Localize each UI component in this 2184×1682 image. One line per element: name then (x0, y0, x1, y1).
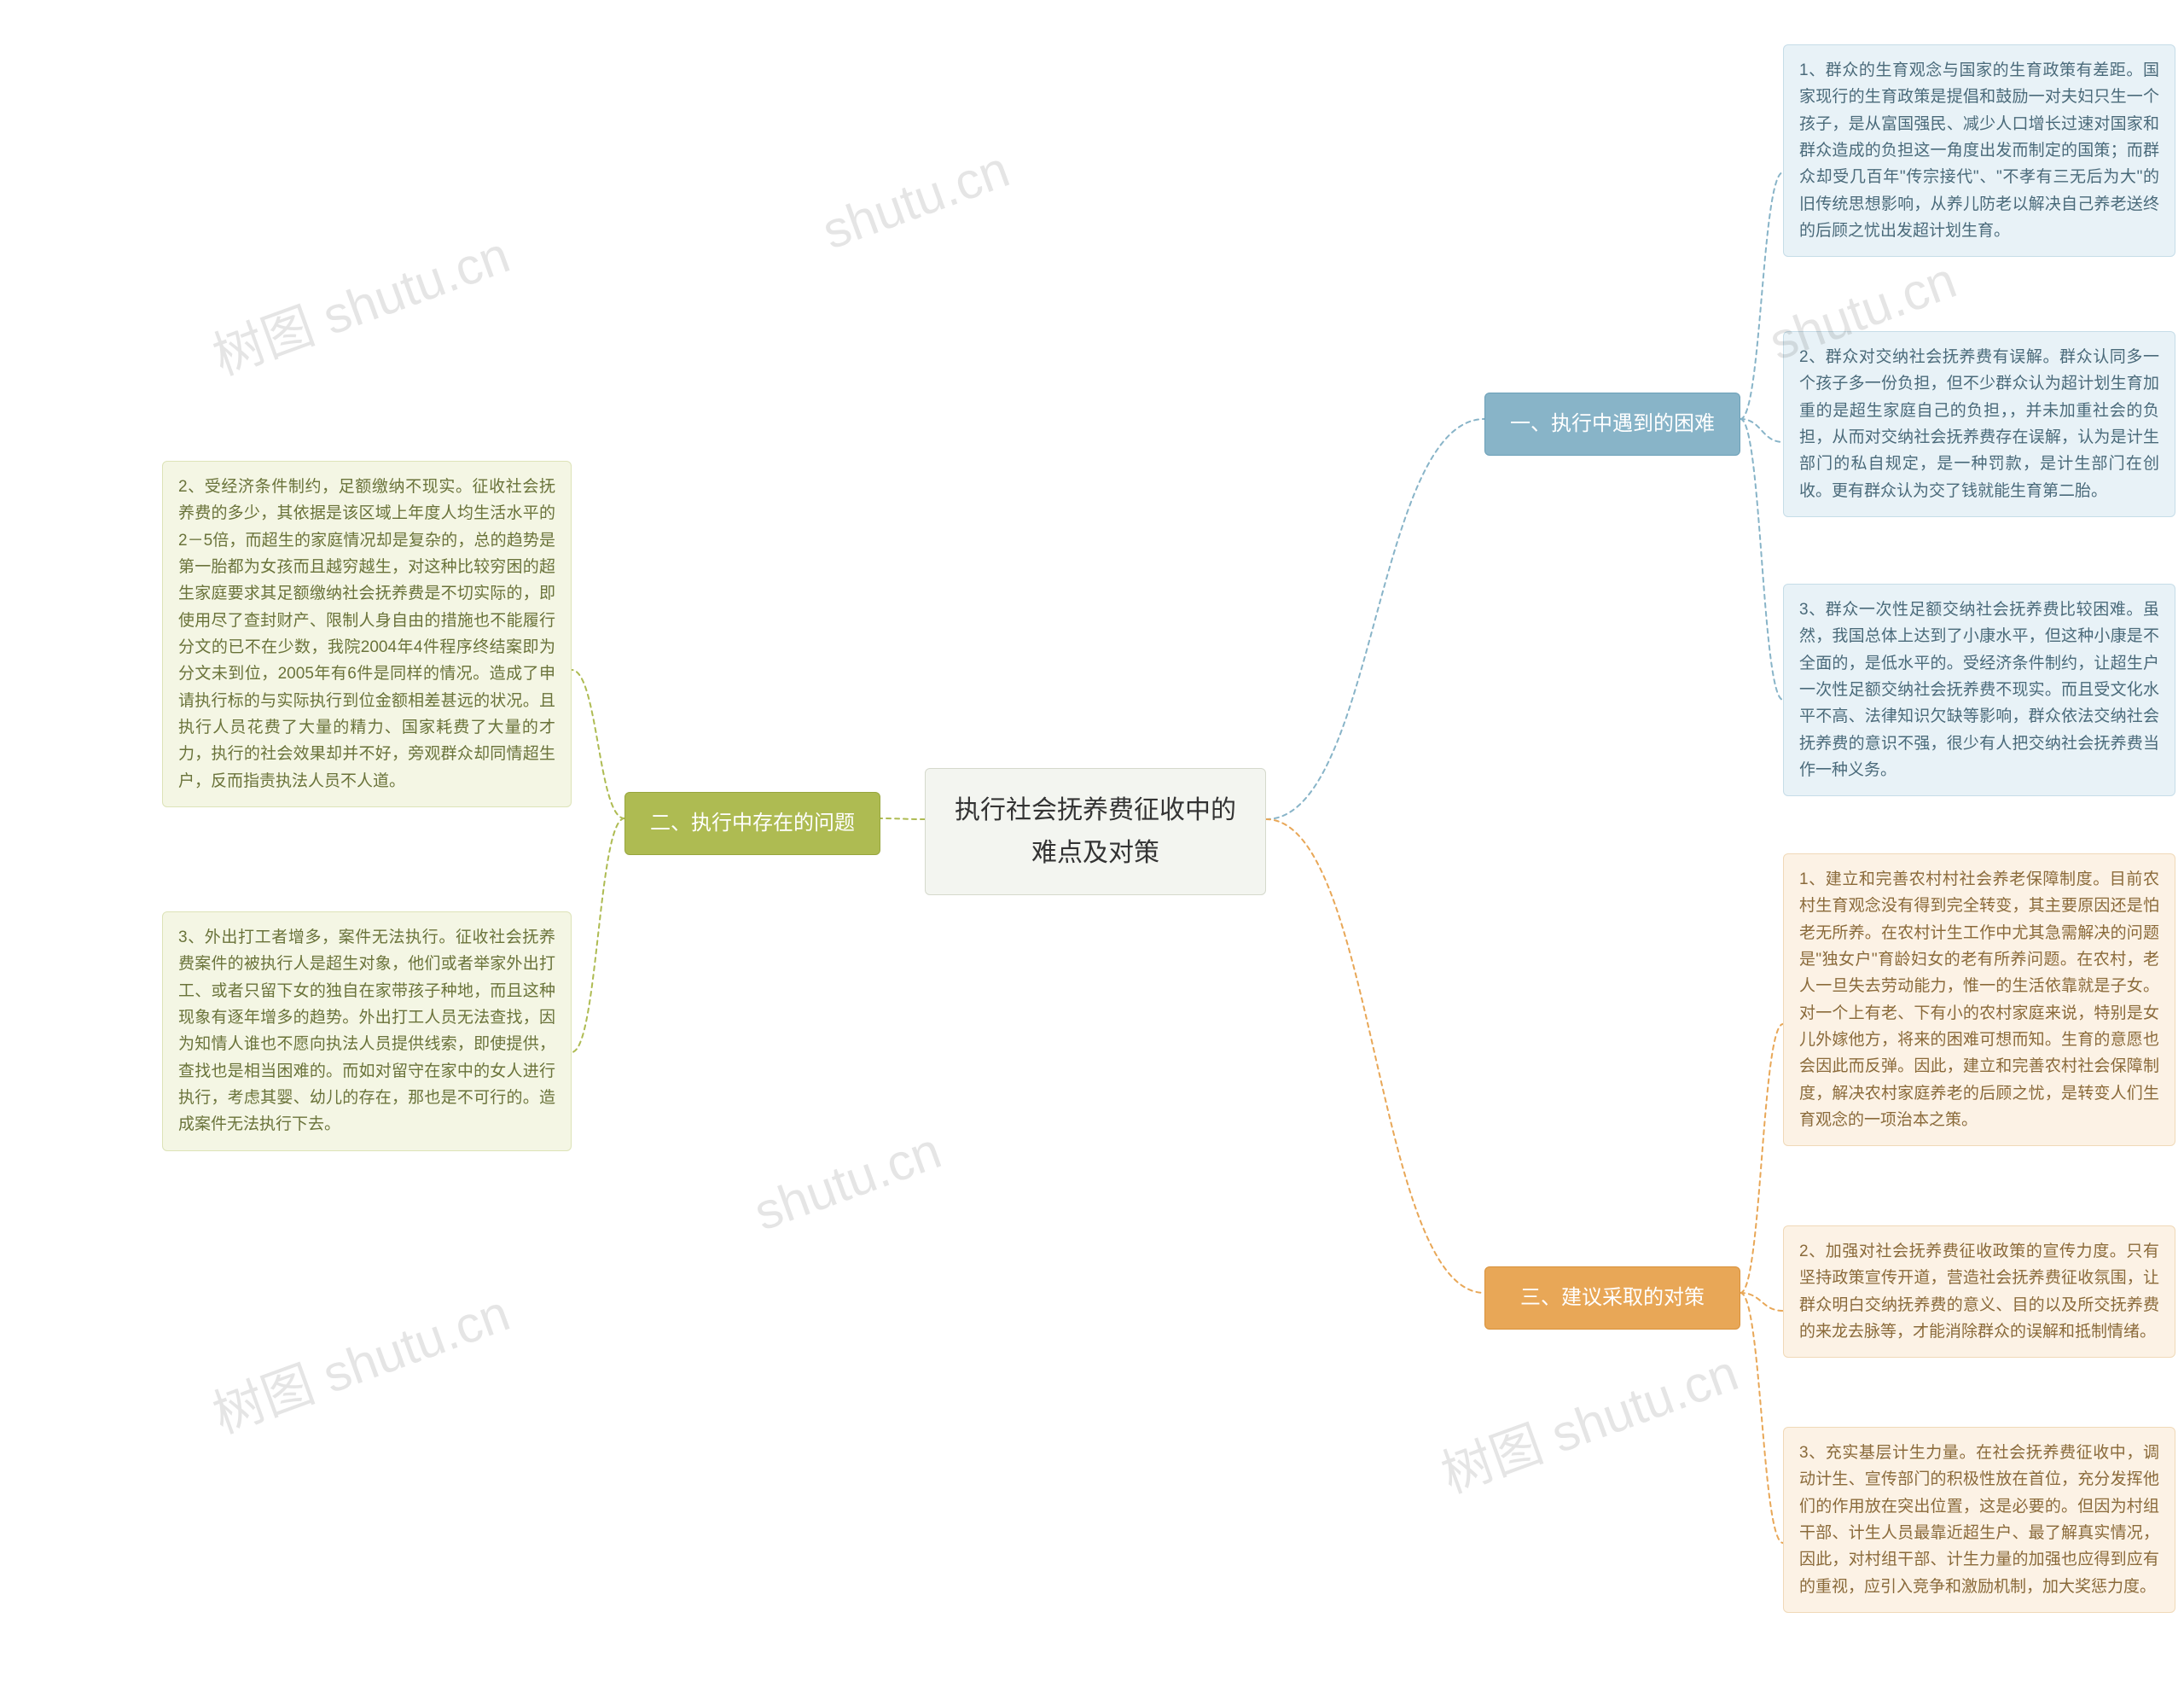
leaf-node: 1、建立和完善农村村社会养老保障制度。目前农村生育观念没有得到完全转变，其主要原… (1783, 853, 2175, 1146)
leaf-node: 2、群众对交纳社会抚养费有误解。群众认同多一个孩子多一份负担，但不少群众认为超计… (1783, 331, 2175, 517)
leaf-node: 1、群众的生育观念与国家的生育政策有差距。国家现行的生育政策是提倡和鼓励一对夫妇… (1783, 44, 2175, 257)
branch-node: 二、执行中存在的问题 (624, 792, 880, 855)
leaf-node: 3、外出打工者增多，案件无法执行。征收社会抚养费案件的被执行人是超生对象，他们或… (162, 911, 572, 1151)
watermark: shutu.cn (746, 1120, 949, 1242)
leaf-node: 3、充实基层计生力量。在社会抚养费征收中，调动计生、宣传部门的积极性放在首位，充… (1783, 1427, 2175, 1613)
watermark: 树图 shutu.cn (1430, 1331, 1746, 1507)
watermark: shutu.cn (815, 139, 1017, 260)
leaf-node: 2、受经济条件制约，足额缴纳不现实。征收社会抚养费的多少，其依据是该区域上年度人… (162, 461, 572, 807)
branch-node: 三、建议采取的对策 (1484, 1266, 1740, 1330)
watermark: 树图 shutu.cn (201, 1272, 518, 1447)
branch-node: 一、执行中遇到的困难 (1484, 393, 1740, 456)
leaf-node: 3、群众一次性足额交纳社会抚养费比较困难。虽然，我国总体上达到了小康水平，但这种… (1783, 584, 2175, 796)
watermark: 树图 shutu.cn (201, 213, 518, 389)
center-node: 执行社会抚养费征收中的 难点及对策 (925, 768, 1266, 895)
leaf-node: 2、加强对社会抚养费征收政策的宣传力度。只有坚持政策宣传开道，营造社会抚养费征收… (1783, 1225, 2175, 1358)
